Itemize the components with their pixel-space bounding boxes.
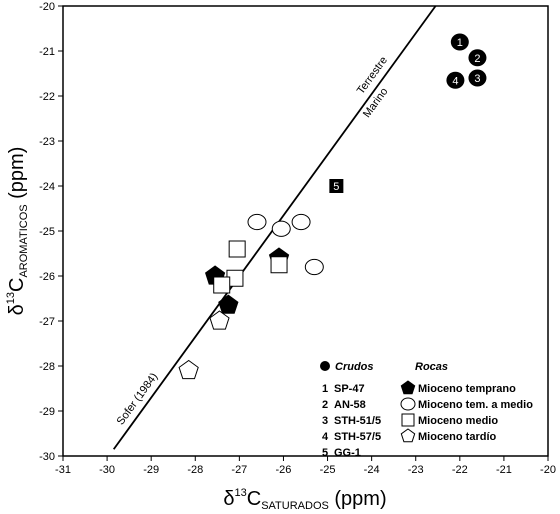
x-tick-label: -26	[276, 464, 292, 476]
roca-point	[209, 310, 230, 330]
y-tick-label: -29	[39, 406, 55, 418]
legend-roca-marker	[400, 380, 416, 395]
x-tick-label: -28	[187, 464, 203, 476]
legend-crudo-number: 2	[322, 399, 328, 411]
roca-point	[270, 256, 288, 274]
y-tick-label: -30	[39, 451, 55, 463]
y-axis-title-delta: δ	[6, 304, 28, 315]
y-tick-label: -26	[39, 271, 55, 283]
x-tick-label: -20	[540, 464, 556, 476]
legend-crudo-name: STH-57/5	[334, 431, 381, 443]
crudo-point-label: 2	[474, 53, 480, 65]
legend-crudos-title: Crudos	[335, 361, 374, 373]
y-tick-label: -25	[39, 226, 55, 238]
y-axis-title-sub: AROMATICOS	[18, 204, 30, 277]
legend-crudo-name: GG-1	[334, 447, 361, 459]
legend-crudos-marker	[320, 361, 330, 371]
y-axis-title-unit: (ppm)	[6, 147, 28, 205]
crudo-point	[468, 49, 487, 67]
legend-crudo-number: 3	[322, 415, 328, 427]
crudo-point	[450, 33, 469, 51]
x-axis-title-c: C	[247, 488, 261, 510]
x-axis-title-unit: (ppm)	[329, 488, 387, 510]
crudo-point-label: 1	[457, 37, 463, 49]
legend-roca-label: Mioceno tem. a medio	[418, 399, 533, 411]
x-axis-title-delta: δ	[223, 488, 234, 510]
legend-roca-label: Mioceno medio	[418, 415, 498, 427]
x-axis-title-sub: SATURADOS	[261, 500, 329, 512]
roca-point	[228, 240, 246, 258]
crudo-point-label: 3	[474, 73, 480, 85]
x-tick-label: -27	[231, 464, 247, 476]
legend-crudo-number: 5	[322, 447, 328, 459]
roca-point	[178, 359, 199, 380]
crudo-point-label: 5	[333, 181, 339, 193]
roca-point	[304, 258, 324, 276]
legend-crudo-name: STH-51/5	[334, 415, 381, 427]
y-tick-label: -24	[39, 181, 55, 193]
legend-crudo-name: AN-58	[334, 399, 366, 411]
roca-point	[271, 220, 291, 237]
x-tick-label: -24	[364, 464, 380, 476]
legend-roca-label: Mioceno temprano	[418, 383, 516, 395]
legend-roca-marker	[401, 413, 415, 427]
x-tick-label: -30	[99, 464, 115, 476]
y-tick-label: -27	[39, 316, 55, 328]
y-tick-label: -21	[39, 46, 55, 58]
roca-point	[213, 276, 231, 294]
crudo-point	[329, 179, 344, 193]
y-axis-title-c: C	[6, 278, 28, 292]
roca-point	[291, 213, 311, 231]
crudo-point	[446, 71, 465, 89]
y-axis-title-sup: 13	[5, 292, 17, 304]
x-tick-label: -21	[496, 464, 512, 476]
legend-crudo-number: 4	[322, 431, 329, 443]
roca-point	[218, 294, 239, 314]
sofer-line-label: Sofer (1984)	[115, 371, 161, 428]
x-tick-label: -25	[320, 464, 336, 476]
x-tick-label: -23	[408, 464, 424, 476]
legend-roca-marker	[400, 397, 416, 411]
x-tick-label: -31	[55, 464, 71, 476]
y-axis-title: δ13CAROMATICOS (ppm)	[5, 147, 30, 316]
y-tick-label: -20	[39, 1, 55, 13]
legend-roca-marker	[400, 428, 416, 443]
crudo-point-label: 4	[452, 75, 458, 87]
x-axis-title-sup: 13	[235, 487, 247, 499]
crudo-point	[468, 69, 487, 87]
y-tick-label: -28	[39, 361, 55, 373]
x-tick-label: -22	[452, 464, 468, 476]
x-axis-title: δ13CSATURADOS (ppm)	[223, 487, 386, 512]
legend-crudo-number: 1	[322, 383, 328, 395]
legend-crudo-name: SP-47	[334, 383, 365, 395]
legend-rocas-title: Rocas	[415, 361, 448, 373]
y-tick-label: -22	[39, 91, 55, 103]
x-tick-label: -29	[143, 464, 159, 476]
roca-point	[247, 213, 267, 231]
y-tick-label: -23	[39, 136, 55, 148]
legend-roca-label: Mioceno tardío	[418, 431, 497, 443]
